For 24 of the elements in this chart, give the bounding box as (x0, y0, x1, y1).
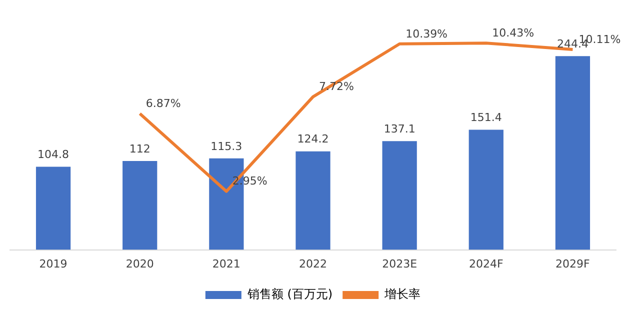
x-tick-label: 2020 (126, 257, 154, 270)
x-tick-label: 2019 (39, 257, 68, 270)
bar (555, 56, 590, 250)
data-label: 10.39% (406, 27, 448, 40)
x-tick-label: 2021 (212, 257, 240, 270)
x-tick-label: 2029F (556, 257, 590, 270)
bar (468, 130, 504, 250)
data-label: 112 (129, 142, 150, 156)
bar (382, 141, 417, 250)
data-label: 115.3 (210, 140, 242, 153)
x-tick-label: 2022 (299, 257, 327, 270)
bar (296, 151, 330, 250)
x-tick-label: 2024F (468, 257, 504, 270)
data-label: 124.2 (297, 132, 329, 146)
bar (122, 161, 158, 250)
data-label: 10.43% (492, 26, 534, 40)
data-label: 6.87% (146, 97, 181, 110)
data-label: 104.8 (38, 148, 70, 162)
legend-label: 增长率 (384, 287, 421, 302)
legend-label: 销售额 (百万元) (246, 287, 333, 302)
data-label: 137.1 (384, 122, 416, 136)
x-tick-label: 2023E (382, 257, 418, 270)
bar (36, 166, 71, 250)
data-label: 151.4 (470, 111, 502, 124)
